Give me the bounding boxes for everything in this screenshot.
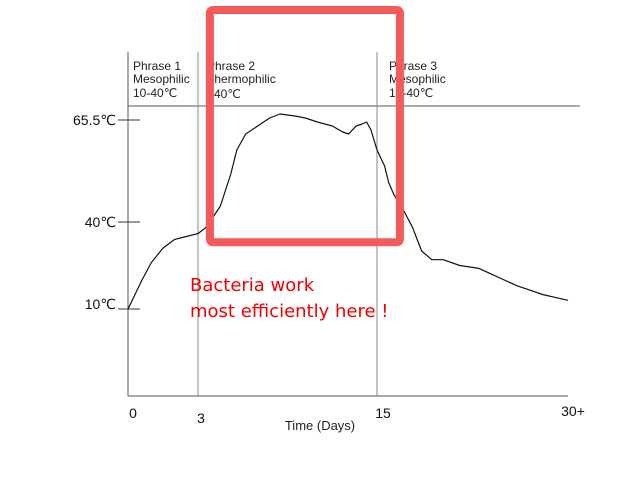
phase-2-name: Phrase 2: [207, 59, 255, 73]
phase-1-kind: Mesophilic: [133, 72, 190, 86]
annotation-line-2: most efficiently here !: [190, 301, 389, 322]
y-tick-label: 40℃: [85, 214, 116, 230]
temperature-curve: [127, 113, 569, 310]
y-tick-label: 10℃: [85, 296, 116, 312]
y-tick-label: 65.5℃: [73, 112, 116, 128]
x-tick-label: 30+: [561, 403, 585, 419]
phase-2-range: >40℃: [207, 87, 241, 101]
x-tick-label: 3: [197, 410, 205, 426]
x-tick-label: 15: [375, 405, 391, 421]
x-axis-label: Time (Days): [285, 418, 355, 433]
phase-1-range: 10-40℃: [133, 86, 177, 100]
phase-3-range: 10-40℃: [389, 86, 433, 100]
phase-1-name: Phrase 1: [133, 59, 181, 73]
phase-2-kind: Thermophilic: [207, 72, 276, 86]
highlight-box: [205, 6, 404, 247]
annotation-line-1: Bacteria work: [190, 275, 315, 296]
x-tick-label: 0: [129, 405, 137, 421]
